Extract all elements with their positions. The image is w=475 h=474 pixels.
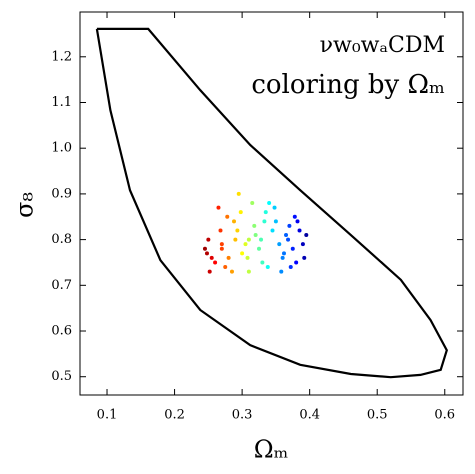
x-tick-label: 0.5 xyxy=(367,408,388,423)
point xyxy=(232,219,237,224)
point xyxy=(250,201,255,206)
point xyxy=(236,191,241,196)
point xyxy=(204,251,209,256)
point xyxy=(259,237,264,242)
point xyxy=(238,210,243,215)
point xyxy=(300,242,305,247)
point xyxy=(226,255,231,260)
point xyxy=(262,219,267,224)
point xyxy=(229,269,234,274)
point xyxy=(223,265,228,270)
point xyxy=(290,246,295,251)
x-tick-label: 0.4 xyxy=(299,408,320,423)
point xyxy=(246,269,251,274)
point xyxy=(209,255,214,260)
x-axis-label: Ωₘ xyxy=(254,436,289,464)
y-tick-label: 0.9 xyxy=(51,186,72,201)
point xyxy=(287,223,292,228)
point xyxy=(302,255,307,260)
point xyxy=(218,228,223,233)
point xyxy=(281,251,286,256)
y-tick-label: 0.5 xyxy=(51,369,72,384)
point xyxy=(304,233,309,238)
y-tick-label: 1.1 xyxy=(51,95,72,110)
point xyxy=(288,265,293,270)
point xyxy=(279,269,284,274)
y-tick-label: 0.7 xyxy=(51,278,72,293)
point xyxy=(240,251,245,256)
plot-frame xyxy=(79,11,464,396)
x-tick-label: 0.6 xyxy=(434,408,455,423)
point xyxy=(257,246,262,251)
point xyxy=(202,246,207,251)
point xyxy=(233,237,238,242)
point xyxy=(243,242,248,247)
x-tick-label: 0.2 xyxy=(164,408,185,423)
point xyxy=(206,237,211,242)
point xyxy=(253,233,258,238)
y-tick-label: 1.2 xyxy=(51,49,72,64)
point xyxy=(273,219,278,224)
point xyxy=(272,205,277,210)
point xyxy=(292,214,297,219)
y-tick-label: 0.6 xyxy=(51,324,72,339)
point xyxy=(207,269,212,274)
point xyxy=(286,237,291,242)
point xyxy=(246,237,251,242)
x-tick-label: 0.3 xyxy=(232,408,253,423)
point xyxy=(225,214,230,219)
point xyxy=(294,260,299,265)
point xyxy=(213,260,218,265)
y-tick-label: 0.8 xyxy=(51,232,72,247)
point xyxy=(297,228,302,233)
point xyxy=(267,201,272,206)
y-tick-label: 1.0 xyxy=(51,141,72,156)
contour-line xyxy=(95,27,448,379)
point xyxy=(270,228,275,233)
point xyxy=(252,223,257,228)
point xyxy=(216,205,221,210)
point xyxy=(284,233,289,238)
annotation: νw₀wₐCDM xyxy=(320,33,445,58)
point xyxy=(265,265,270,270)
point xyxy=(277,242,282,247)
point xyxy=(245,255,250,260)
point xyxy=(280,255,285,260)
point xyxy=(219,242,224,247)
y-axis-label: σ₈ xyxy=(11,192,39,218)
point xyxy=(235,228,240,233)
point xyxy=(219,246,224,251)
point xyxy=(295,219,300,224)
x-tick-label: 0.1 xyxy=(97,408,118,423)
point xyxy=(260,260,265,265)
point xyxy=(263,210,268,215)
annotation: coloring by Ωₘ xyxy=(251,70,445,100)
